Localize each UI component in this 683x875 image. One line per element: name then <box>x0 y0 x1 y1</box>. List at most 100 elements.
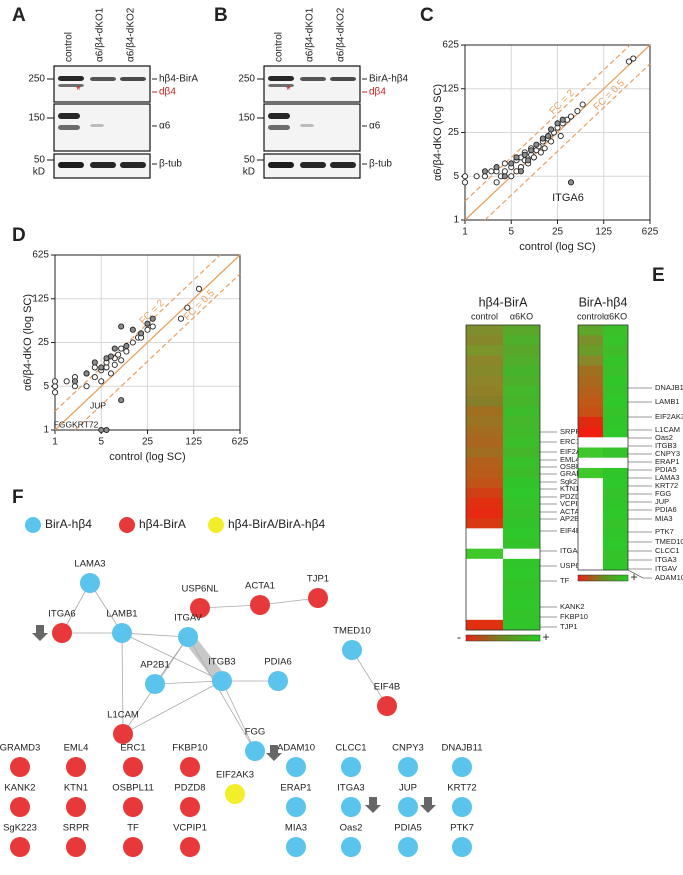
heatmap-title: hβ4-BirA <box>479 295 529 309</box>
network-node <box>10 797 30 817</box>
heatmap-cell <box>503 427 540 438</box>
edge <box>155 681 222 684</box>
heatmap-cell <box>466 579 503 590</box>
node-label: EIF2AK3 <box>216 770 254 781</box>
heatmap-cell <box>578 529 603 540</box>
heatmap-cell <box>603 356 628 367</box>
heatmap-cell <box>578 509 603 520</box>
y-tick-label: 25 <box>38 337 50 348</box>
y-tick-label: 5 <box>43 381 49 392</box>
heatmap-cell <box>603 499 628 510</box>
heatmap-cell <box>503 396 540 407</box>
data-point <box>185 305 190 310</box>
heatmap-cell <box>503 569 540 580</box>
gene-label: FKBP10 <box>560 612 588 621</box>
blot-band <box>300 124 314 127</box>
network-node <box>180 837 200 857</box>
heatmap-cell <box>466 539 503 550</box>
data-point <box>145 321 150 326</box>
band-label: α6 <box>369 121 381 132</box>
data-point <box>116 352 121 357</box>
data-point <box>150 316 155 321</box>
heatmap-cell <box>503 579 540 590</box>
heatmap-cell <box>578 366 603 377</box>
heatmap-cell <box>578 499 603 510</box>
data-point <box>64 379 69 384</box>
data-point <box>138 331 143 336</box>
heatmap-cell <box>466 335 503 346</box>
marker-label: 150 <box>238 113 255 124</box>
gene-label: TF <box>560 576 570 585</box>
node-label: MIA3 <box>285 823 307 834</box>
heatmap-cell <box>466 457 503 468</box>
y-tick-label: 1 <box>43 425 49 436</box>
heatmap-cell <box>603 427 628 438</box>
heatmap-cell <box>603 407 628 418</box>
heatmap-cell <box>603 448 628 459</box>
band-label: dβ4 <box>369 87 386 98</box>
y-axis-label: α6/β4-dKO (log SC) <box>432 84 444 181</box>
gene-label: TMED10 <box>655 537 683 546</box>
data-point <box>104 427 109 432</box>
heatmap-cell <box>466 467 503 478</box>
data-point <box>52 390 57 395</box>
heatmap-cell <box>503 467 540 478</box>
data-point <box>502 161 507 166</box>
data-point <box>178 316 183 321</box>
heatmap-cell <box>603 335 628 346</box>
heatmap-cell <box>503 528 540 539</box>
heatmap-cell <box>503 518 540 529</box>
network-node <box>66 757 86 777</box>
data-point <box>92 360 97 365</box>
heatmap-cell <box>578 478 603 489</box>
heatmap-cell <box>466 406 503 417</box>
heatmap-cell <box>603 386 628 397</box>
heatmap-cell <box>466 417 503 428</box>
band-label: β-tub <box>369 159 392 170</box>
y-tick-label: 5 <box>453 171 459 182</box>
data-point <box>534 142 539 147</box>
blot-band <box>58 162 84 168</box>
node-label: FGG <box>245 727 266 738</box>
gene-label: EIF2AK3 <box>655 412 683 421</box>
fold-label: FC = 2 <box>138 298 168 328</box>
y-tick-label: 625 <box>442 40 459 51</box>
data-point <box>112 346 117 351</box>
data-point <box>482 174 487 179</box>
data-point <box>502 169 507 174</box>
node-label: DNAJB11 <box>441 743 482 754</box>
heatmap-cell <box>466 447 503 458</box>
node-label: ITGAV <box>174 613 202 624</box>
heatmap-cell <box>503 417 540 428</box>
heatmap-cell <box>578 488 603 499</box>
heatmap-cell <box>466 498 503 509</box>
blot-band <box>268 125 290 130</box>
heatmap-cell <box>578 335 603 346</box>
data-point <box>130 340 135 345</box>
band-label: BirA-hβ4 <box>369 74 409 85</box>
marker-label: 250 <box>238 74 255 85</box>
network-node <box>250 595 270 615</box>
x-axis-label: control (log SC) <box>519 241 595 253</box>
legend-label: hβ4-BirA/BirA-hβ4 <box>228 517 325 531</box>
network-node <box>180 797 200 817</box>
data-point <box>514 155 519 160</box>
data-point <box>548 127 553 132</box>
network-node <box>112 623 132 643</box>
data-point <box>540 136 545 141</box>
y-tick-label: 125 <box>32 293 49 304</box>
heatmap-cell <box>578 458 603 469</box>
data-point <box>92 375 97 380</box>
gene-label: ITGAV <box>655 564 677 573</box>
network-node <box>341 837 361 857</box>
network-node <box>398 797 418 817</box>
gene-label: LAMB1 <box>655 397 680 406</box>
data-point <box>580 102 585 107</box>
data-point <box>560 117 565 122</box>
lane-label: α6/β4-dKO1 <box>95 7 106 62</box>
data-point <box>555 121 560 126</box>
gene-label: DNAJB11 <box>655 383 683 392</box>
node-label: TJP1 <box>307 574 329 585</box>
node-label: SRPR <box>63 823 90 834</box>
